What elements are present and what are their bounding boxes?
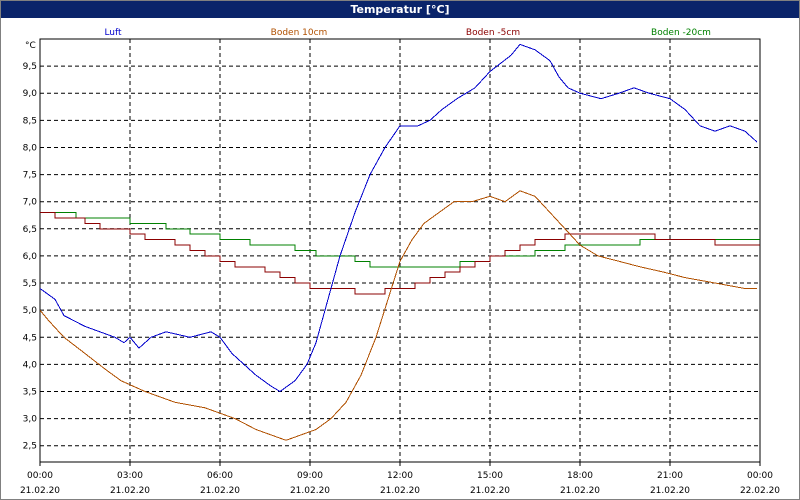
x-tick-label: 15:00 xyxy=(477,471,503,481)
y-tick-label: 4,5 xyxy=(23,333,37,343)
y-tick-label: 5,5 xyxy=(23,279,37,289)
y-tick-label: 8,0 xyxy=(23,143,38,153)
x-tick-date: 21.02.20 xyxy=(200,486,240,496)
legend-boden-20cm: Boden -20cm xyxy=(651,28,711,38)
y-axis-unit-label: °C xyxy=(25,41,36,51)
legend-boden-10cm: Boden 10cm xyxy=(271,28,328,38)
x-tick-label: 06:00 xyxy=(207,471,233,481)
x-tick-date: 21.02.20 xyxy=(290,486,330,496)
y-tick-label: 8,5 xyxy=(23,116,37,126)
series-line-luft xyxy=(39,43,758,393)
plot-border xyxy=(39,38,761,463)
y-tick-label: 6,0 xyxy=(23,252,38,262)
x-tick-label: 21:00 xyxy=(657,471,683,481)
y-tick-label: 5,0 xyxy=(23,306,38,316)
x-tick-label: 00:00 xyxy=(747,471,773,481)
x-tick-date: 21.02.20 xyxy=(650,486,690,496)
legend-luft: Luft xyxy=(104,28,122,38)
y-tick-label: 9,0 xyxy=(23,89,38,99)
y-tick-label: 2,5 xyxy=(23,442,37,452)
y-tick-label: 3,5 xyxy=(23,388,37,398)
x-tick-date: 21.02.20 xyxy=(110,486,150,496)
y-tick-label: 9,5 xyxy=(23,62,37,72)
y-tick-label: 7,0 xyxy=(23,198,38,208)
x-tick-date: 21.02.20 xyxy=(380,486,420,496)
x-tick-date: 22.02.20 xyxy=(740,486,780,496)
x-tick-date: 21.02.20 xyxy=(20,486,60,496)
series-line-boden-10cm xyxy=(39,190,757,441)
x-tick-date: 21.02.20 xyxy=(470,486,510,496)
x-tick-label: 18:00 xyxy=(567,471,593,481)
x-tick-label: 09:00 xyxy=(297,471,323,481)
y-tick-label: 4,0 xyxy=(23,360,38,370)
y-tick-label: 7,5 xyxy=(23,171,37,181)
x-tick-label: 00:00 xyxy=(27,471,53,481)
series-line-boden-5cm xyxy=(40,212,760,295)
window-title: Temperatur [°C] xyxy=(1,1,799,18)
legend-boden-5cm: Boden -5cm xyxy=(466,28,520,38)
series-line-boden-20cm xyxy=(40,212,760,268)
y-tick-label: 6,5 xyxy=(23,225,37,235)
x-tick-label: 03:00 xyxy=(117,471,143,481)
x-tick-date: 21.02.20 xyxy=(560,486,600,496)
x-tick-label: 12:00 xyxy=(387,471,413,481)
y-tick-label: 3,0 xyxy=(23,415,38,425)
